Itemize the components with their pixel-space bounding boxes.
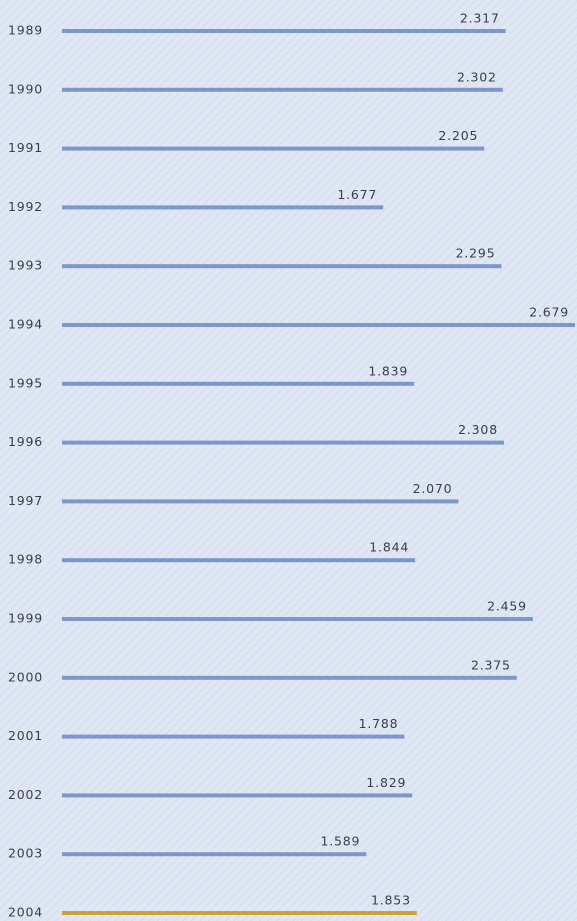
- value-label: 2.679: [529, 305, 569, 320]
- value-label: 2.070: [413, 481, 453, 496]
- value-label: 2.308: [458, 422, 498, 437]
- bar: [62, 617, 533, 621]
- bar: [62, 87, 503, 92]
- bar: [62, 29, 506, 33]
- bar: [62, 558, 416, 563]
- category-label: 1996: [8, 434, 43, 449]
- category-label: 1995: [8, 375, 43, 390]
- category-label: 2004: [8, 905, 43, 920]
- category-label: 1989: [8, 23, 43, 38]
- value-label: 2.295: [456, 246, 496, 261]
- bar: [62, 852, 367, 857]
- value-label: 2.205: [438, 128, 478, 143]
- value-label: 1.677: [337, 187, 377, 202]
- value-label: 2.375: [471, 657, 511, 672]
- value-label: 2.459: [487, 599, 527, 614]
- bar: [62, 381, 415, 386]
- category-label: 2001: [8, 728, 43, 743]
- value-label: 2.317: [460, 11, 500, 26]
- category-label: 1999: [8, 611, 43, 626]
- value-label: 1.839: [368, 363, 408, 378]
- category-label: 2002: [8, 787, 43, 802]
- category-label: 1992: [8, 199, 43, 214]
- value-label: 1.844: [369, 540, 409, 555]
- bar: [62, 499, 459, 504]
- bar: [62, 793, 413, 798]
- category-label: 2000: [8, 669, 43, 684]
- bar: [62, 440, 504, 445]
- category-label: 1991: [8, 140, 43, 155]
- bar: [62, 323, 575, 327]
- bar: [62, 205, 384, 210]
- category-label: 1990: [8, 81, 43, 96]
- bar: [62, 734, 405, 739]
- category-label: 1994: [8, 317, 43, 332]
- bar: [62, 911, 417, 915]
- value-label: 1.853: [371, 893, 411, 908]
- category-label: 1998: [8, 552, 43, 567]
- category-label: 1993: [8, 258, 43, 273]
- bar: [62, 146, 485, 151]
- bar: [62, 675, 517, 680]
- value-label: 2.302: [457, 69, 497, 84]
- value-label: 1.829: [366, 775, 406, 790]
- value-label: 1.589: [320, 834, 360, 849]
- category-label: 2003: [8, 846, 43, 861]
- bar: [62, 264, 502, 269]
- value-label: 1.788: [359, 716, 399, 731]
- category-label: 1997: [8, 493, 43, 508]
